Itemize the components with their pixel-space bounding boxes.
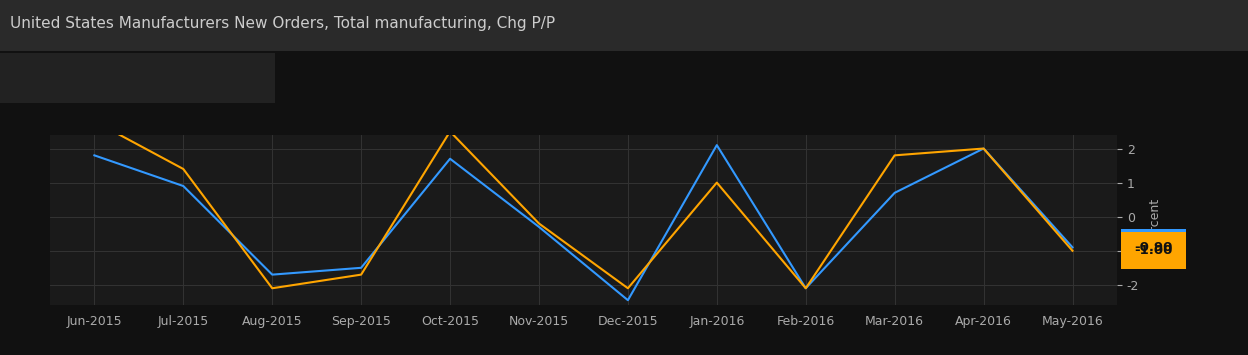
Text: United States Manufacturers New Orders, Total manufacturing, Chg P/P: United States Manufacturers New Orders, … (10, 16, 555, 31)
Text: -1: -1 (65, 73, 77, 86)
Text: -1.00: -1.00 (1134, 244, 1172, 257)
Text: Reuters Poll: Reuters Poll (90, 73, 175, 86)
Text: -0.9: -0.9 (190, 73, 215, 86)
Text: Actual: Actual (10, 73, 55, 86)
Y-axis label: Percent: Percent (1147, 197, 1161, 244)
Text: -0.90: -0.90 (1134, 241, 1172, 254)
